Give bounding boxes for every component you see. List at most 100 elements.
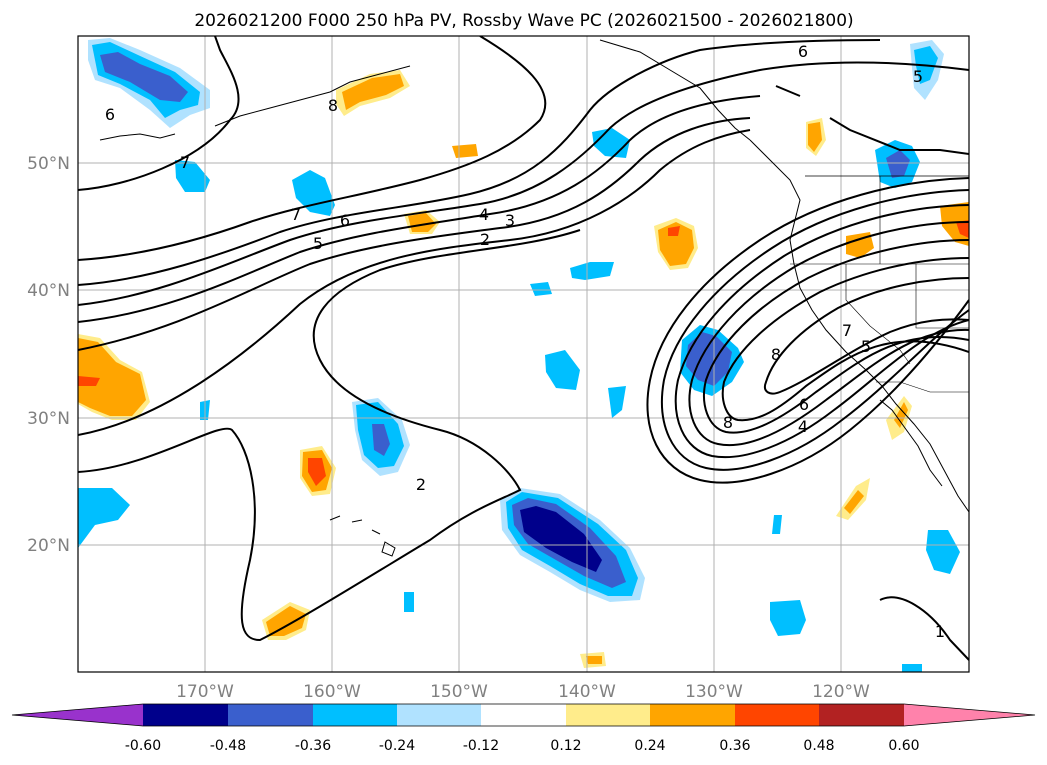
positive-anomaly-region [846, 232, 874, 258]
pv-contour [78, 229, 581, 642]
contour-label: 4 [798, 417, 808, 436]
contour-label: 7 [180, 153, 190, 172]
positive-anomaly-region [266, 606, 306, 636]
longitude-label: 140°W [558, 682, 616, 702]
negative-anomaly-region [520, 506, 602, 572]
figure-title: 2026021200 F000 250 hPa PV, Rossby Wave … [194, 11, 853, 31]
colorbar-tick-label: -0.60 [125, 738, 161, 754]
negative-anomaly-region [78, 488, 130, 548]
pv-contour [78, 61, 969, 306]
positive-anomaly-region [668, 226, 680, 236]
longitude-label: 130°W [685, 682, 743, 702]
contour-label: 5 [913, 67, 923, 86]
positive-anomaly-region [408, 213, 436, 232]
pv-contour [703, 239, 969, 434]
positive-anomaly-region [658, 222, 694, 266]
colorbar-tick-label: -0.12 [463, 738, 499, 754]
positive-anomaly-region [586, 656, 602, 664]
map-panel: 6 6 8 7 6 5 4 3 2 2 8 7 5 6 4 8 1 5 7 [77, 35, 970, 673]
map-frame [77, 35, 970, 673]
negative-anomaly-region [570, 262, 614, 280]
contour-label: 4 [479, 205, 489, 224]
contour-label: 2 [480, 230, 490, 249]
colorbar-swatch [566, 704, 650, 726]
longitude-label: 150°W [430, 682, 488, 702]
contour-label: 7 [291, 205, 301, 224]
positive-anomaly-region [342, 74, 404, 110]
pv-contour [775, 85, 969, 155]
latitude-labels: 50°N 40°N 30°N 20°N [27, 154, 70, 556]
colorbar-tick-label: 0.36 [719, 738, 750, 754]
pv-contour [78, 95, 761, 323]
pv-contour [78, 36, 547, 261]
colorbar-swatch [313, 704, 397, 726]
latitude-label: 30°N [27, 409, 70, 429]
colorbar-swatch [397, 704, 481, 726]
pv-contour [660, 189, 969, 471]
colorbar-extend-high [904, 704, 1035, 726]
colorbar-swatch [481, 704, 566, 726]
negative-anomaly-region [608, 386, 626, 418]
pv-contour [721, 257, 969, 422]
negative-anomaly-region [530, 282, 552, 296]
negative-anomaly-region [770, 600, 806, 636]
aleutian-islands [99, 133, 176, 141]
longitude-label: 160°W [303, 682, 361, 702]
north-america-west-coast [749, 139, 969, 513]
baja-california-coast [879, 399, 943, 487]
negative-anomaly-region [886, 150, 910, 178]
contour-label: 6 [798, 42, 808, 61]
colorbar-tick-label: 0.24 [634, 738, 665, 754]
negative-anomaly-region [404, 592, 414, 612]
longitude-label: 120°W [812, 682, 870, 702]
positive-anomaly-region [308, 458, 326, 486]
contour-label: 7 [842, 321, 852, 340]
positive-anomaly-region [844, 490, 864, 514]
hawaii-islands [329, 515, 396, 557]
pv-contour [78, 36, 240, 191]
colorbar-tick-label: -0.24 [379, 738, 415, 754]
pv-contour [78, 117, 751, 351]
negative-anomaly-region [372, 424, 390, 456]
colorbar-tick-label: 0.48 [803, 738, 834, 754]
negative-anomaly-region [686, 332, 732, 386]
contour-label: 8 [771, 345, 781, 364]
colorbar-outline [11, 703, 1036, 727]
contour-label: 2 [416, 475, 426, 494]
negative-anomaly-region [902, 664, 922, 672]
positive-anomaly-region [894, 402, 908, 428]
positive-anomaly-region [940, 202, 969, 246]
colorbar-tick-label: -0.48 [210, 738, 246, 754]
pv-contour [78, 39, 881, 286]
negative-anomaly-region [545, 350, 580, 390]
positive-anomaly-region [78, 338, 146, 416]
alaska-peninsula-coast [214, 65, 411, 127]
alaska-coast [599, 39, 751, 141]
colorbar-tick-label: -0.36 [295, 738, 331, 754]
positive-anomaly-region [452, 144, 478, 158]
longitude-label: 170°W [176, 682, 234, 702]
colorbar: -0.60 -0.48 -0.36 -0.24 -0.12 0.12 0.24 … [11, 703, 1036, 754]
pv-contour [688, 221, 969, 447]
colorbar-swatch [143, 704, 228, 726]
colorbar-swatch [735, 704, 819, 726]
contour-label: 1 [935, 622, 945, 641]
contour-label: 6 [105, 105, 115, 124]
positive-anomaly-region [956, 220, 969, 238]
contour-label: 5 [861, 337, 871, 356]
negative-anomaly-region [772, 515, 782, 534]
colorbar-tick-label: 0.12 [550, 738, 581, 754]
contour-label: 3 [505, 211, 515, 230]
graticule [78, 36, 969, 672]
latitude-label: 40°N [27, 281, 70, 301]
pv-contour [78, 129, 751, 436]
colorbar-swatch [819, 704, 904, 726]
contour-label: 6 [340, 211, 350, 230]
negative-anomaly-region [175, 160, 210, 192]
negative-anomaly-region [926, 530, 960, 574]
pv-contour [879, 596, 969, 661]
contour-label: 8 [723, 413, 733, 432]
map-background [78, 36, 969, 672]
colorbar-tick-label: 0.60 [888, 738, 919, 754]
